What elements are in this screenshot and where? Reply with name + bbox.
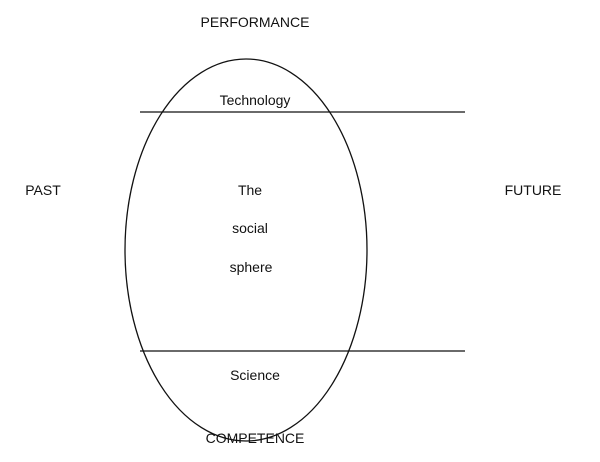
past-label: PAST	[25, 182, 61, 198]
technology-label: Technology	[220, 92, 291, 108]
science-label: Science	[230, 367, 280, 383]
performance-label: PERFORMANCE	[201, 14, 310, 30]
center-label-sphere: sphere	[230, 259, 273, 275]
center-label-the: The	[238, 182, 262, 198]
competence-label: COMPETENCE	[206, 430, 305, 446]
center-label-social: social	[232, 220, 268, 236]
social-sphere-ellipse	[124, 58, 368, 442]
future-label: FUTURE	[505, 182, 562, 198]
